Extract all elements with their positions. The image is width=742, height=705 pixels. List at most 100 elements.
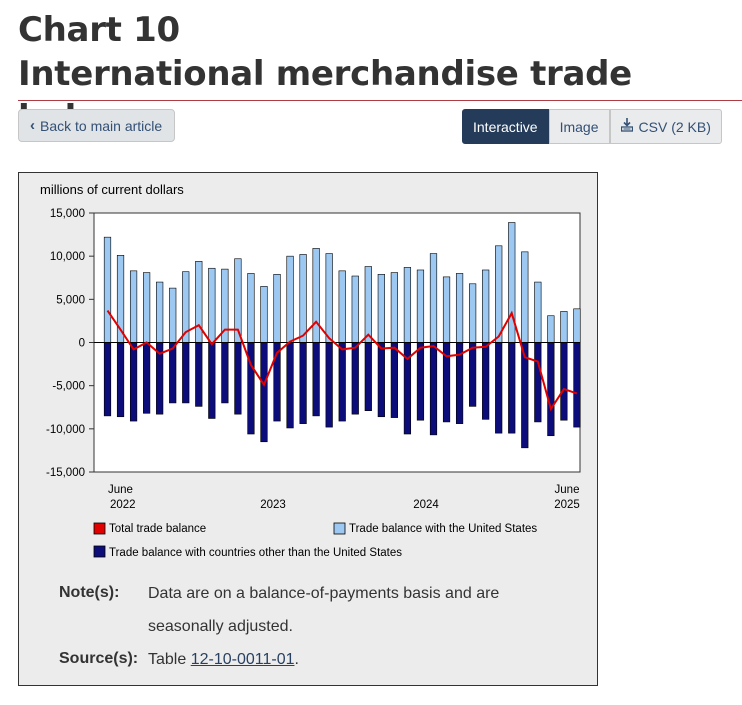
y-tick-label: 10,000 xyxy=(50,251,85,263)
source-label: Source(s): xyxy=(59,650,139,667)
bar-other xyxy=(116,342,125,418)
bar-us xyxy=(429,253,438,343)
bar-other xyxy=(234,342,242,415)
source-suffix: . xyxy=(294,651,299,668)
bar-other xyxy=(573,342,581,428)
y-tick-label: -5,000 xyxy=(52,381,85,393)
x-axis: June 2022 2023 2024 June 2025 xyxy=(108,484,580,511)
bar-us xyxy=(299,254,307,343)
bar-us xyxy=(129,270,138,343)
legend-label-us: Trade balance with the United States xyxy=(349,523,537,535)
view-toggle-group: Interactive Image CSV (2 KB) xyxy=(462,109,722,144)
bar-other xyxy=(534,342,542,423)
note-text: Data are on a balance-of-payments basis … xyxy=(148,577,499,643)
bar-us xyxy=(208,267,216,343)
x-tick-label-year: 2025 xyxy=(554,499,580,511)
bar-other xyxy=(129,342,138,422)
bar-us xyxy=(338,270,346,343)
bar-us xyxy=(325,253,333,343)
bar-us xyxy=(156,281,164,343)
legend-item-us: Trade balance with the United States xyxy=(333,522,537,535)
bar-us xyxy=(390,272,398,343)
bar-other xyxy=(195,342,203,407)
bar-other xyxy=(221,342,229,404)
chart-container: millions of current dollars 15,000 10,000… xyxy=(18,172,598,686)
source-prefix: Table xyxy=(148,651,191,668)
bar-us xyxy=(377,273,385,343)
legend-item-other: Trade balance with countries other than … xyxy=(93,545,402,559)
bar-us xyxy=(103,236,112,343)
bar-us xyxy=(416,269,425,343)
bar-us xyxy=(286,255,294,343)
bar-other xyxy=(364,342,372,412)
page-title-line1: Chart 10 xyxy=(18,10,180,50)
legend-swatch-other xyxy=(93,545,106,558)
bar-other xyxy=(377,342,385,418)
chart-unit-label: millions of current dollars xyxy=(40,182,184,197)
bar-other xyxy=(169,342,177,404)
bar-other xyxy=(495,342,503,434)
bar-other xyxy=(208,342,216,419)
bar-us xyxy=(482,269,490,343)
bar-us xyxy=(143,272,151,343)
bar-other xyxy=(390,342,398,418)
bar-us xyxy=(573,308,581,343)
note-label: Note(s): xyxy=(59,584,120,601)
other-bars xyxy=(103,342,581,449)
x-tick-label-year: 2023 xyxy=(260,499,286,511)
note-text-line1: Data are on a balance-of-payments basis … xyxy=(148,585,500,602)
total-trade-balance-line xyxy=(106,310,578,412)
x-tick-label-month: June xyxy=(555,484,580,496)
bar-us xyxy=(351,275,359,343)
bar-us xyxy=(469,283,477,343)
bar-us xyxy=(364,266,372,343)
bar-us xyxy=(312,248,320,343)
bar-other xyxy=(351,342,359,415)
x-tick-label-year: 2022 xyxy=(110,499,136,511)
bar-us xyxy=(247,273,255,343)
source-table-link[interactable]: 12-10-0011-01 xyxy=(190,651,295,668)
bar-us xyxy=(560,311,568,343)
bar-other xyxy=(429,342,438,436)
bar-us xyxy=(547,315,555,343)
interactive-view-button[interactable]: Interactive xyxy=(462,109,549,144)
bar-other xyxy=(325,342,333,428)
bar-us xyxy=(169,287,177,343)
legend-swatch-total xyxy=(93,522,106,535)
bar-other xyxy=(299,342,307,424)
csv-download-button[interactable]: CSV (2 KB) xyxy=(609,109,722,144)
legend-label-total: Total trade balance xyxy=(109,523,206,535)
bar-other xyxy=(260,342,268,443)
bar-other xyxy=(547,342,555,437)
bar-other xyxy=(312,342,320,417)
bar-other xyxy=(416,342,425,421)
y-tick-label: 0 xyxy=(79,338,85,350)
bar-other xyxy=(560,342,568,421)
bar-other xyxy=(103,342,112,417)
x-tick-label-year: 2024 xyxy=(413,499,439,511)
y-tick-label: -10,000 xyxy=(46,424,85,436)
bar-other xyxy=(508,342,516,434)
back-to-article-button[interactable]: ‹ Back to main article xyxy=(18,109,175,142)
y-tick-label: -15,000 xyxy=(46,467,85,479)
chart-svg: millions of current dollars 15,000 10,000… xyxy=(40,182,581,559)
bar-other xyxy=(338,342,346,422)
bar-us xyxy=(260,286,268,343)
image-view-button[interactable]: Image xyxy=(548,109,610,144)
bar-us xyxy=(534,281,542,343)
bar-us xyxy=(521,251,529,343)
page-title: Chart 10 International merchandise trade… xyxy=(18,8,742,140)
bar-other xyxy=(482,342,490,420)
bar-other xyxy=(469,342,477,407)
bar-other xyxy=(143,342,151,414)
bar-us xyxy=(403,267,412,343)
bar-us xyxy=(442,276,451,343)
legend-swatch-us xyxy=(333,522,346,535)
y-tick-label: 15,000 xyxy=(50,208,85,220)
x-tick-label-month: June xyxy=(108,484,133,496)
source-text: Table 12-10-0011-01. xyxy=(148,643,299,676)
title-divider xyxy=(18,100,742,101)
bar-us xyxy=(273,273,281,343)
csv-download-label: CSV (2 KB) xyxy=(638,118,711,135)
bar-other xyxy=(286,342,294,429)
